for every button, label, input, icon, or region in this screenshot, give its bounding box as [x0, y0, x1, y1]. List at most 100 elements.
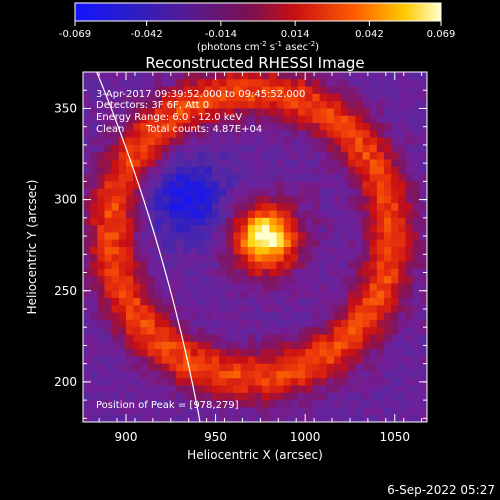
heatmap-cell: [247, 239, 256, 248]
heatmap-cell: [298, 115, 306, 124]
heatmap-cell: [333, 283, 342, 292]
heatmap-cell: [219, 93, 227, 102]
heatmap-cell: [247, 123, 256, 131]
heatmap-cell: [233, 305, 242, 314]
heatmap-cell: [140, 276, 149, 285]
method-annotation: Clean: [96, 124, 124, 135]
heatmap-cell: [147, 400, 156, 409]
heatmap-cell: [419, 356, 427, 365]
heatmap-cell: [111, 349, 120, 357]
heatmap-cell: [255, 195, 263, 204]
heatmap-cell: [333, 298, 342, 306]
heatmap-cell: [126, 261, 134, 270]
heatmap-cell: [305, 363, 313, 372]
heatmap-cell: [133, 130, 141, 139]
heatmap-cell: [104, 195, 113, 204]
heatmap-cell: [348, 327, 356, 336]
heatmap-cell: [262, 108, 270, 117]
heatmap-cell: [283, 174, 292, 182]
heatmap-cell: [355, 261, 364, 270]
heatmap-cell: [419, 188, 427, 197]
heatmap-cell: [398, 385, 407, 394]
heatmap-cell: [226, 298, 235, 306]
heatmap-cell: [140, 298, 149, 306]
heatmap-cell: [133, 392, 141, 401]
heatmap-cell: [161, 232, 170, 241]
heatmap-cell: [276, 72, 285, 80]
heatmap-cell: [83, 217, 91, 226]
heatmap-cell: [212, 385, 220, 394]
heatmap-cell: [226, 334, 235, 343]
heatmap-cell: [333, 305, 342, 314]
heatmap-cell: [369, 298, 378, 306]
heatmap-cell: [118, 174, 127, 182]
heatmap-cell: [419, 407, 427, 416]
heatmap-cell: [348, 217, 356, 226]
heatmap-cell: [83, 334, 91, 343]
heatmap-cell: [283, 247, 292, 255]
heatmap-cell: [262, 414, 270, 422]
heatmap-cell: [341, 159, 349, 168]
heatmap-cell: [290, 349, 299, 357]
heatmap-cell: [290, 93, 299, 102]
heatmap-cell: [419, 298, 427, 306]
heatmap-cell: [111, 370, 120, 379]
heatmap-cell: [384, 254, 392, 263]
heatmap-cell: [90, 225, 98, 234]
heatmap-cell: [111, 203, 120, 212]
heatmap-cell: [147, 268, 156, 277]
heatmap-cell: [333, 152, 342, 161]
heatmap-cell: [176, 181, 184, 190]
heatmap-cell: [197, 130, 206, 139]
heatmap-cell: [312, 144, 321, 153]
heatmap-cell: [319, 268, 328, 277]
heatmap-cell: [111, 290, 120, 299]
heatmap-cell: [233, 101, 242, 110]
heatmap-cell: [405, 319, 414, 328]
heatmap-cell: [247, 115, 256, 124]
heatmap-cell: [183, 378, 192, 387]
heatmap-cell: [126, 210, 134, 219]
heatmap-cell: [154, 363, 163, 372]
heatmap-cell: [384, 385, 392, 394]
heatmap-cell: [355, 123, 364, 131]
heatmap-cell: [154, 276, 163, 285]
heatmap-cell: [97, 400, 106, 409]
heatmap-cell: [255, 225, 263, 234]
heatmap-cell: [283, 188, 292, 197]
heatmap-cell: [419, 319, 427, 328]
heatmap-cell: [147, 130, 156, 139]
heatmap-cell: [183, 166, 192, 175]
heatmap-cell: [319, 370, 328, 379]
heatmap-cell: [283, 407, 292, 416]
heatmap-cell: [412, 290, 421, 299]
heatmap-cell: [147, 363, 156, 372]
heatmap-cell: [154, 195, 163, 204]
heatmap-cell: [262, 312, 270, 321]
heatmap-cell: [169, 305, 177, 314]
heatmap-cell: [348, 268, 356, 277]
heatmap-cell: [348, 298, 356, 306]
heatmap-cell: [269, 378, 278, 387]
heatmap-cell: [183, 327, 192, 336]
heatmap-cell: [262, 349, 270, 357]
heatmap-cell: [305, 217, 313, 226]
heatmap-cell: [233, 232, 242, 241]
heatmap-cell: [355, 225, 364, 234]
heatmap-cell: [305, 210, 313, 219]
heatmap-cell: [262, 363, 270, 372]
heatmap-cell: [276, 305, 285, 314]
heatmap-cell: [204, 232, 213, 241]
heatmap-cell: [384, 327, 392, 336]
heatmap-cell: [126, 217, 134, 226]
heatmap-cell: [333, 232, 342, 241]
heatmap-cell: [276, 283, 285, 292]
heatmap-cell: [104, 400, 113, 409]
heatmap-cell: [312, 188, 321, 197]
heatmap-cell: [204, 79, 213, 88]
heatmap-cell: [190, 108, 199, 117]
heatmap-cell: [269, 72, 278, 80]
heatmap-cell: [312, 414, 321, 422]
y-tick-label: 350: [54, 101, 77, 115]
heatmap-cell: [312, 152, 321, 161]
